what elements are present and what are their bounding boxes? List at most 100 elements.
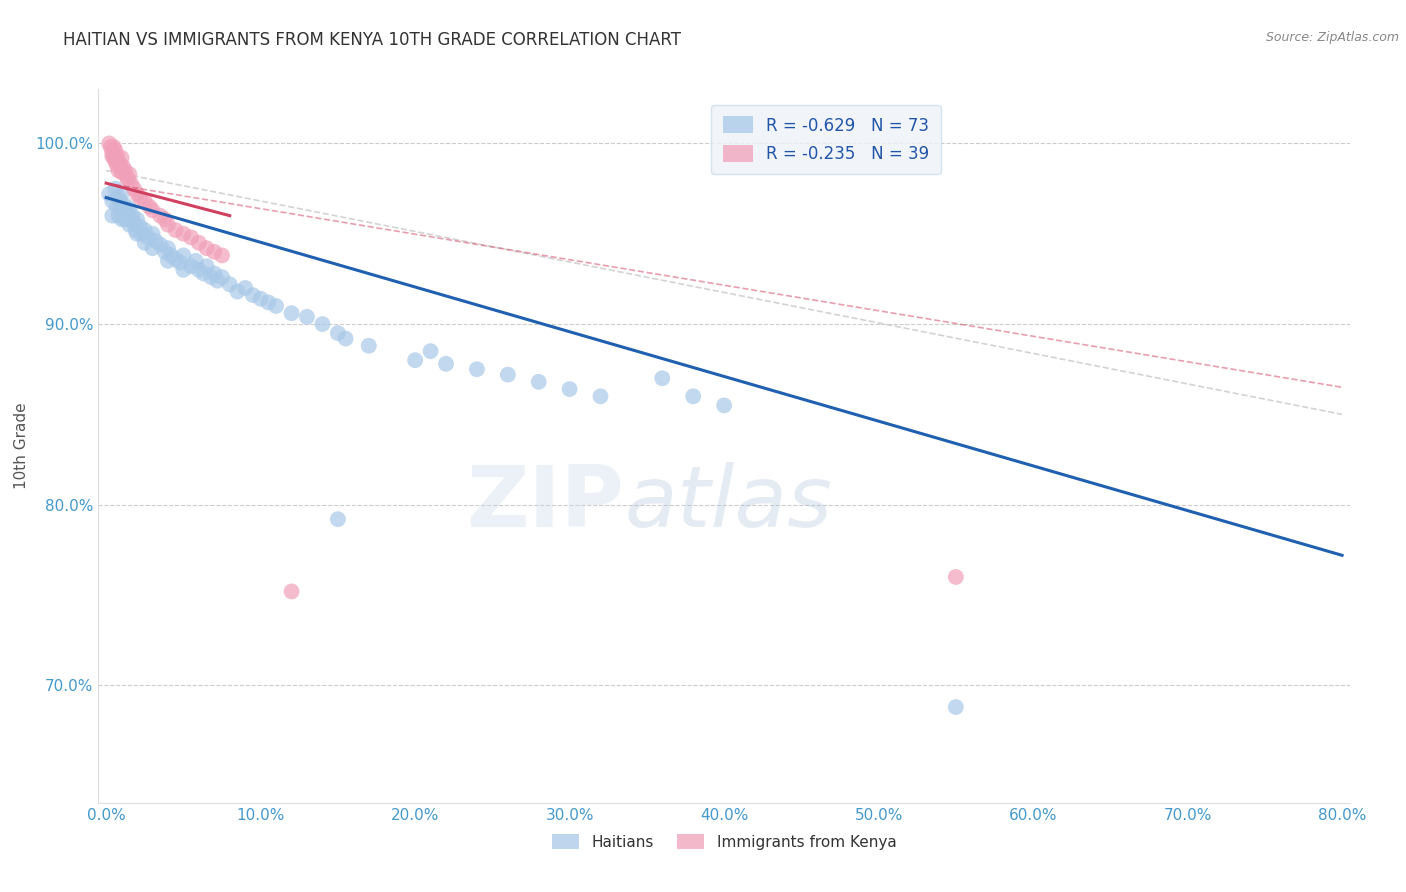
Point [117, 209, 139, 223]
Point [101, 149, 124, 163]
Point [125, 186, 148, 201]
Point [295, 310, 318, 324]
Point [589, 389, 612, 403]
Point [160, 248, 183, 262]
Point [104, 181, 127, 195]
Point [200, 270, 222, 285]
Point [713, 398, 735, 412]
Point [101, 209, 124, 223]
Text: ZIP: ZIP [467, 461, 624, 545]
Point [202, 267, 225, 281]
Point [114, 163, 136, 178]
Point [682, 389, 704, 403]
Point [153, 244, 176, 259]
Point [257, 295, 280, 310]
Point [129, 191, 152, 205]
Point [218, 277, 240, 292]
Point [211, 248, 233, 262]
Point [115, 205, 138, 219]
Point [105, 149, 128, 163]
Point [134, 235, 156, 250]
Point [419, 344, 441, 359]
Point [280, 584, 302, 599]
Point [122, 216, 145, 230]
Point [120, 176, 142, 190]
Text: Source: ZipAtlas.com: Source: ZipAtlas.com [1265, 31, 1399, 45]
Point [165, 223, 187, 237]
Point [110, 212, 132, 227]
Point [180, 259, 202, 273]
Y-axis label: 10th Grade: 10th Grade [14, 402, 28, 490]
Point [114, 198, 136, 212]
Point [100, 140, 122, 154]
Point [115, 169, 138, 183]
Point [121, 209, 143, 223]
Point [233, 281, 256, 295]
Point [527, 375, 550, 389]
Point [249, 292, 271, 306]
Text: HAITIAN VS IMMIGRANTS FROM KENYA 10TH GRADE CORRELATION CHART: HAITIAN VS IMMIGRANTS FROM KENYA 10TH GR… [63, 31, 682, 49]
Point [156, 241, 179, 255]
Point [172, 263, 194, 277]
Point [103, 140, 125, 154]
Point [195, 241, 218, 255]
Point [141, 227, 163, 241]
Point [103, 151, 125, 165]
Point [98, 136, 121, 151]
Point [125, 227, 148, 241]
Point [357, 339, 380, 353]
Point [326, 512, 349, 526]
Text: atlas: atlas [624, 461, 832, 545]
Point [326, 326, 349, 340]
Point [110, 165, 132, 179]
Point [129, 219, 152, 234]
Point [172, 248, 194, 262]
Point [105, 200, 128, 214]
Point [105, 158, 128, 172]
Point [141, 241, 163, 255]
Point [207, 274, 229, 288]
Point [107, 154, 129, 169]
Point [280, 306, 302, 320]
Point [193, 267, 215, 281]
Point [180, 230, 202, 244]
Point [172, 227, 194, 241]
Point [945, 570, 967, 584]
Point [195, 259, 218, 273]
Point [134, 223, 156, 237]
Point [108, 158, 131, 172]
Point [335, 331, 357, 345]
Point [98, 186, 121, 201]
Point [226, 285, 249, 299]
Point [101, 145, 124, 160]
Point [945, 700, 967, 714]
Point [149, 209, 172, 223]
Legend: Haitians, Immigrants from Kenya: Haitians, Immigrants from Kenya [546, 828, 903, 855]
Point [110, 186, 132, 201]
Point [153, 212, 176, 227]
Point [101, 194, 124, 209]
Point [110, 151, 132, 165]
Point [107, 209, 129, 223]
Point [104, 154, 127, 169]
Point [125, 212, 148, 227]
Point [496, 368, 519, 382]
Point [264, 299, 287, 313]
Point [165, 252, 187, 266]
Point [465, 362, 488, 376]
Point [187, 263, 209, 277]
Point [118, 218, 141, 232]
Point [311, 317, 333, 331]
Point [138, 200, 160, 214]
Point [117, 172, 139, 186]
Point [107, 163, 129, 178]
Point [242, 288, 264, 302]
Point [131, 227, 153, 241]
Point [118, 167, 141, 181]
Point [149, 237, 172, 252]
Point [558, 382, 581, 396]
Point [104, 144, 127, 158]
Point [651, 371, 673, 385]
Point [120, 212, 142, 227]
Point [156, 253, 179, 268]
